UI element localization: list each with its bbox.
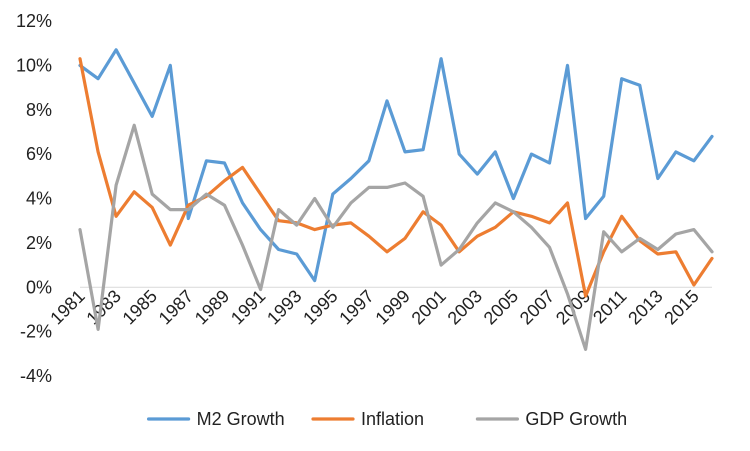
legend-label-inflation: Inflation: [361, 409, 424, 429]
x-tick-label: 2013: [624, 286, 666, 328]
y-tick-label: 6%: [26, 144, 52, 164]
y-tick-label: -2%: [20, 322, 52, 342]
y-tick-label: 4%: [26, 189, 52, 209]
y-tick-label: 10%: [16, 55, 52, 75]
y-tick-label: 2%: [26, 233, 52, 253]
x-tick-label: 2005: [480, 286, 522, 328]
x-tick-label: 2015: [660, 286, 702, 328]
series-lines: [78, 48, 714, 351]
legend-label-gdp-growth: GDP Growth: [525, 409, 627, 429]
x-tick-label: 1989: [191, 286, 233, 328]
y-tick-label: -4%: [20, 366, 52, 386]
x-tick-label: 1999: [371, 286, 413, 328]
y-tick-label: 12%: [16, 11, 52, 31]
series-line-gdp-growth: [78, 123, 714, 351]
x-tick-label: 1997: [335, 286, 377, 328]
y-tick-label: 0%: [26, 277, 52, 297]
series-line-m2-growth: [78, 48, 714, 283]
series-line-inflation: [78, 57, 714, 298]
x-tick-label: 1981: [46, 286, 88, 328]
legend: M2 Growth Inflation GDP Growth: [147, 409, 627, 429]
x-tick-label: 1991: [227, 286, 269, 328]
legend-label-m2-growth: M2 Growth: [197, 409, 285, 429]
x-tick-label: 1993: [263, 286, 305, 328]
y-axis-tick-labels: -4% -2% 0% 2% 4% 6% 8% 10% 12%: [16, 11, 52, 386]
y-tick-label: 8%: [26, 100, 52, 120]
x-axis-tick-labels: 1981198319851987198919911993199519971999…: [46, 286, 702, 328]
x-tick-label: 2007: [516, 286, 558, 328]
x-tick-label: 1987: [155, 286, 197, 328]
x-tick-label: 1985: [119, 286, 161, 328]
x-tick-label: 1995: [299, 286, 341, 328]
x-tick-label: 2003: [444, 286, 486, 328]
x-tick-label: 2001: [408, 286, 450, 328]
